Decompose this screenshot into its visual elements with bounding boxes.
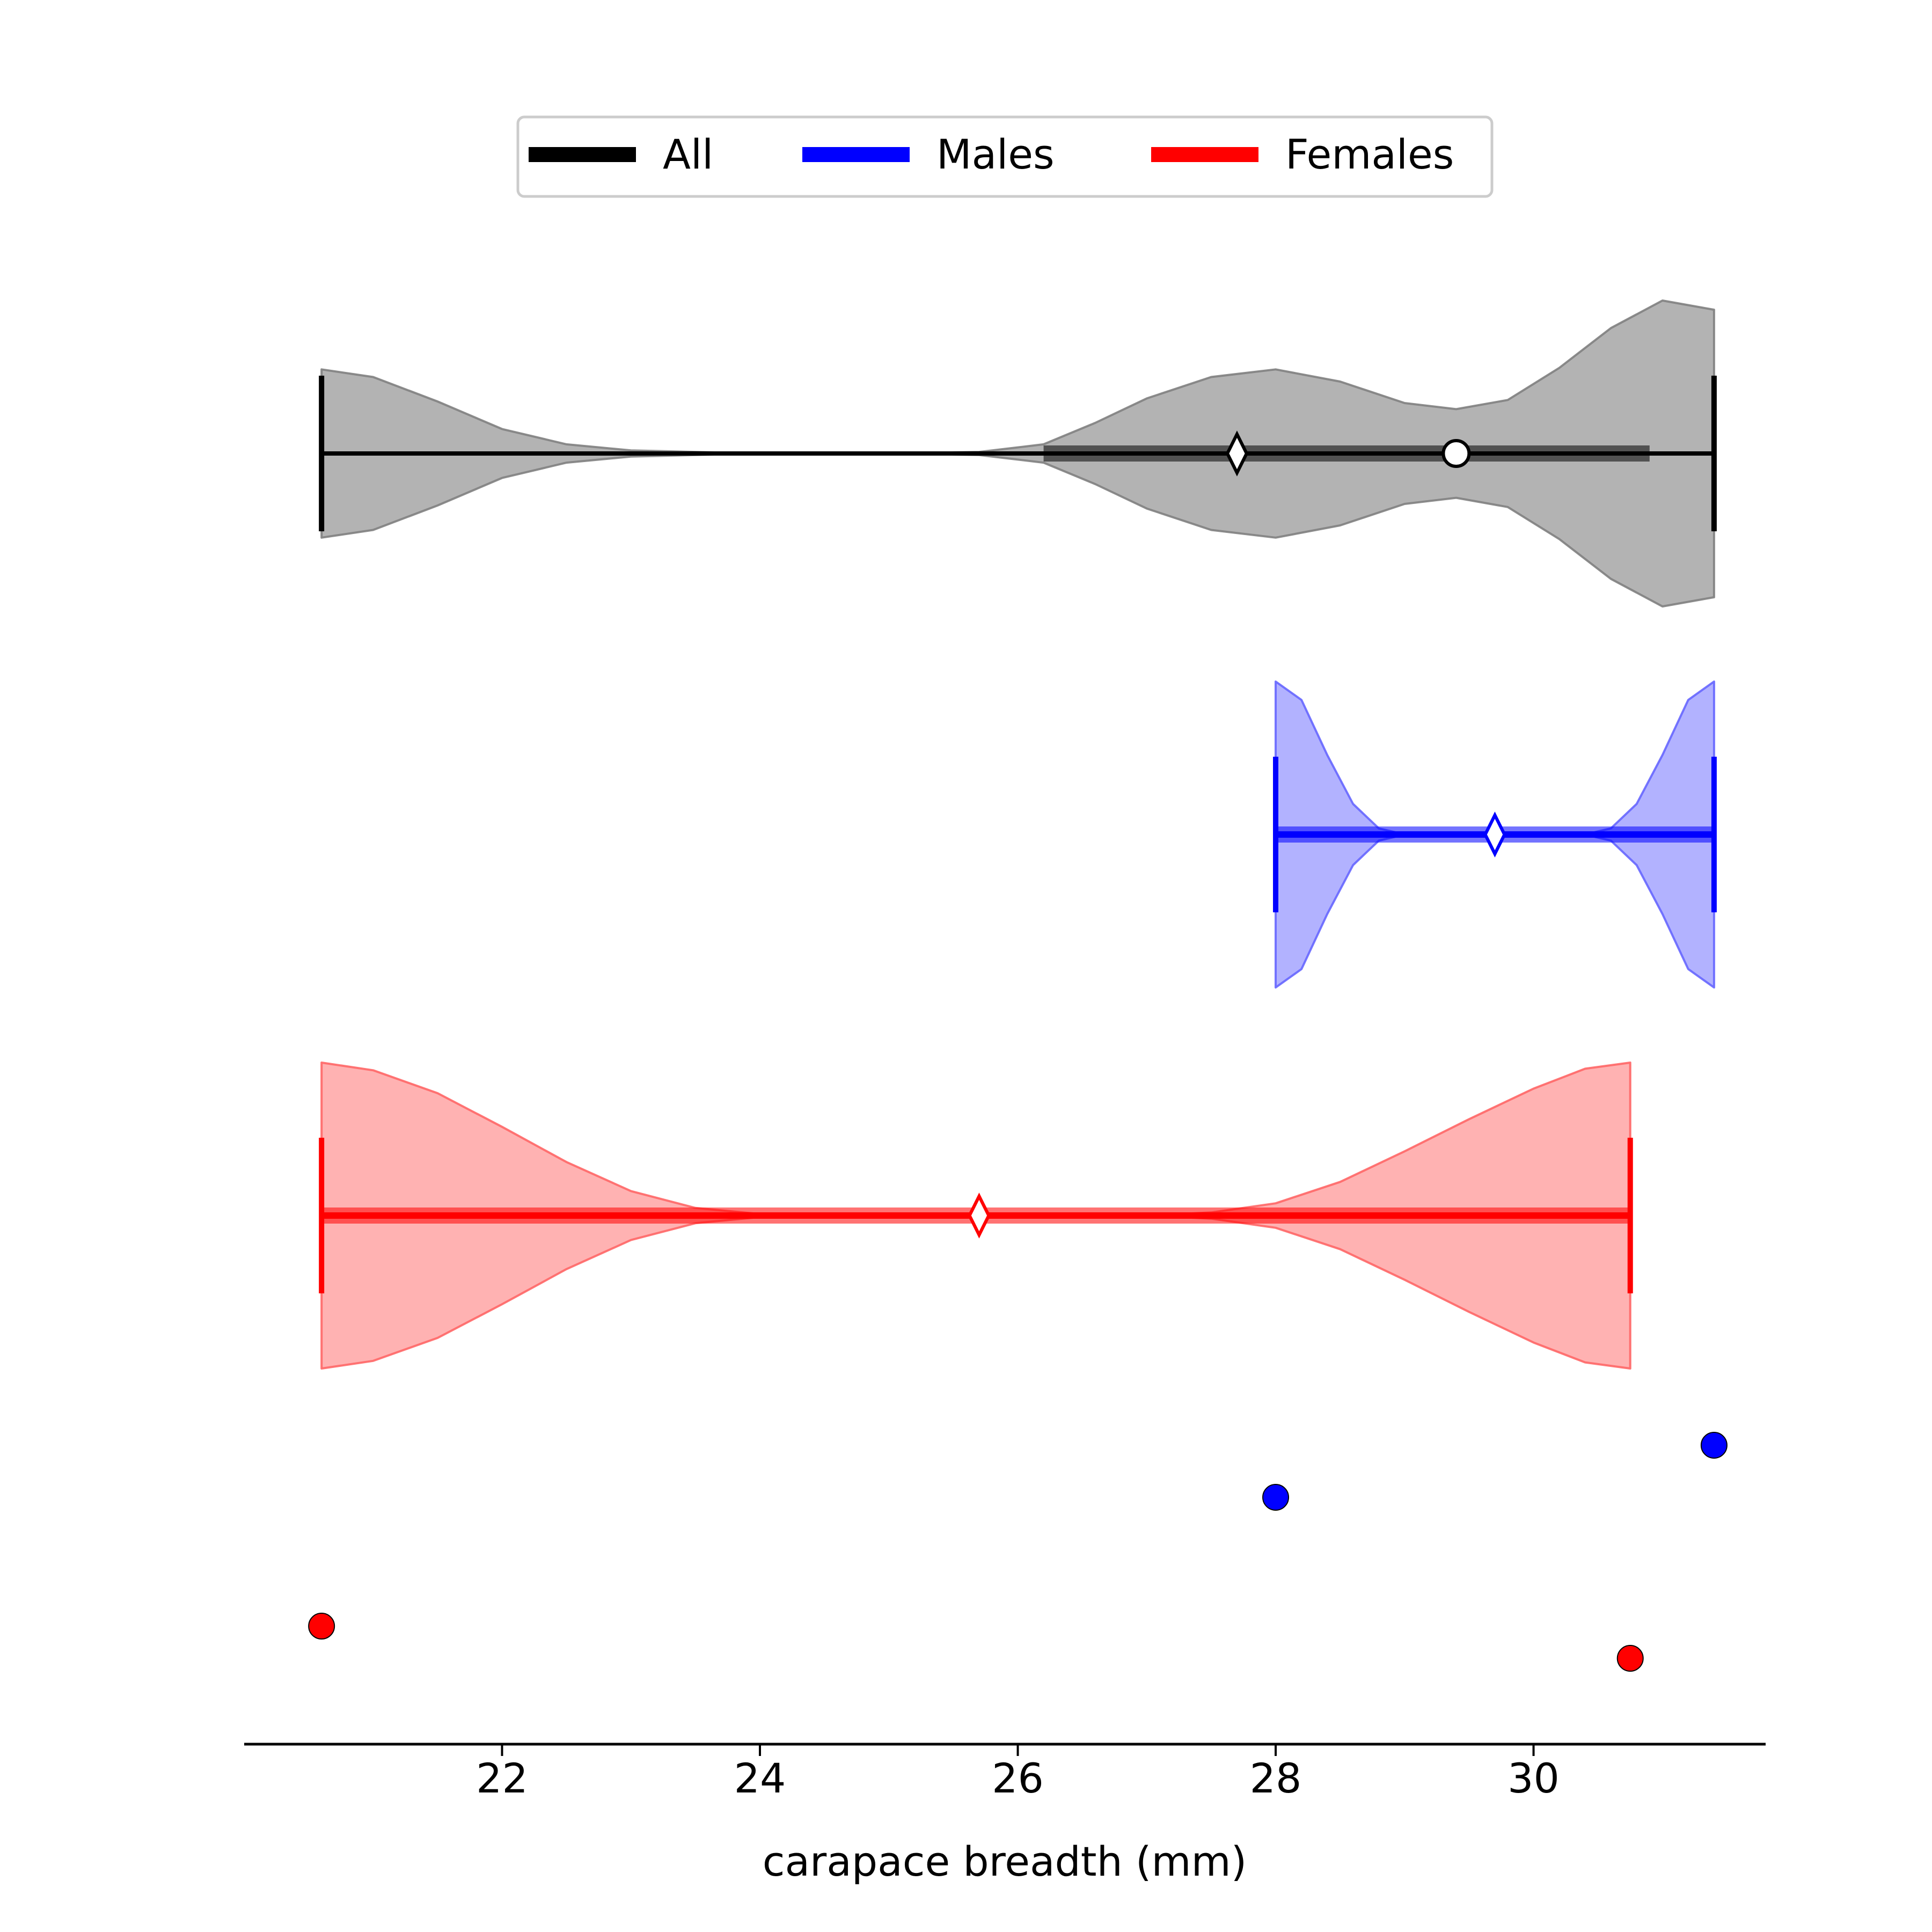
legend-label-all: All (663, 130, 713, 178)
x-tick-label-26: 26 (992, 1754, 1044, 1802)
mean-marker-all (1441, 439, 1471, 468)
x-axis: 22 24 26 28 30 (244, 1743, 1766, 1802)
strip-point-males (1262, 1484, 1290, 1511)
x-ticks: 22 24 26 28 30 (476, 1744, 1560, 1802)
legend-frame (516, 115, 1494, 198)
strip-points (308, 1432, 1728, 1672)
x-tick-label-30: 30 (1507, 1754, 1560, 1802)
legend-label-females: Females (1285, 130, 1454, 178)
x-tick-label-22: 22 (476, 1754, 528, 1802)
violin-group-males (1273, 680, 1717, 989)
legend-label-males: Males (936, 130, 1055, 178)
strip-point-females (308, 1613, 335, 1640)
median-marker-all (1225, 430, 1249, 477)
strip-point-males (1700, 1432, 1728, 1459)
x-tick-label-24: 24 (734, 1754, 786, 1802)
legend-entry-all: All (529, 130, 713, 178)
legend-entry-males: Males (802, 130, 1055, 178)
violin-layer (319, 299, 1717, 1370)
violin-group-all (319, 299, 1717, 608)
strip-point-females (1616, 1645, 1644, 1672)
median-marker-males (1483, 811, 1506, 858)
x-tick-label-28: 28 (1250, 1754, 1302, 1802)
legend-entry-females: Females (1151, 130, 1454, 178)
legend: All Males Females (516, 115, 1494, 198)
violin-group-females (319, 1062, 1633, 1370)
median-marker-females (968, 1192, 991, 1239)
x-axis-label: carapace breadth (mm) (763, 1838, 1247, 1885)
